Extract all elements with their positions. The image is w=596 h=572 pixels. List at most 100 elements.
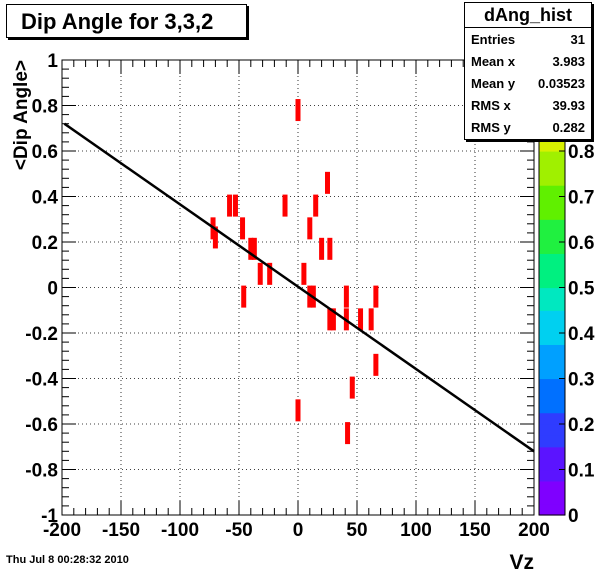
colorbar-segment — [539, 480, 565, 493]
colorbar-segment — [539, 424, 565, 436]
data-point — [232, 194, 238, 217]
data-point — [267, 262, 273, 285]
colorbar-tick-label: 0 — [568, 506, 579, 527]
timestamp: Thu Jul 8 00:28:32 2010 — [6, 554, 129, 566]
chart-title: Dip Angle for 3,3,2 — [21, 9, 214, 34]
stats-value: 0.282 — [552, 120, 585, 135]
y-tick-label: 0.6 — [32, 142, 58, 163]
x-tick-label: 150 — [459, 520, 491, 541]
stats-box: dAng_hist Entries 31 Mean x 3.983 Mean y… — [464, 2, 592, 140]
stats-row-mean-x: Mean x 3.983 — [471, 51, 585, 73]
colorbar-segment — [539, 458, 565, 471]
stats-label: Entries — [471, 32, 516, 47]
data-point — [358, 308, 364, 331]
y-tick-label: -0.8 — [25, 461, 58, 482]
data-point — [257, 262, 263, 285]
y-tick-label: -0.4 — [25, 370, 58, 391]
y-tick-label: -0.2 — [25, 324, 58, 345]
x-tick-label: -150 — [102, 520, 140, 541]
stats-value: 39.93 — [552, 98, 585, 113]
colorbar-tick-label: 0.5 — [568, 279, 595, 300]
stats-value: 31 — [570, 32, 585, 47]
data-point — [319, 237, 325, 260]
colorbar-segment — [539, 435, 565, 448]
stats-label: Mean y — [471, 76, 516, 91]
y-tick-label: 1 — [47, 51, 58, 72]
colorbar-segment — [539, 253, 565, 266]
stats-value: 0.03523 — [538, 76, 585, 91]
data-point — [343, 285, 349, 308]
stats-histogram-name: dAng_hist — [465, 3, 591, 28]
fit-line — [63, 122, 535, 453]
colorbar-segment — [539, 298, 565, 311]
y-tick-label: 0.8 — [32, 97, 58, 118]
data-point — [313, 194, 319, 217]
data-point — [373, 285, 379, 308]
data-point — [327, 237, 333, 260]
colorbar-segment — [539, 310, 565, 323]
colorbar-segment — [539, 207, 565, 220]
data-point — [301, 262, 307, 285]
colorbar-segment — [539, 378, 565, 391]
colorbar-tick-label: 0.2 — [568, 415, 594, 436]
y-tick-label: 0 — [47, 279, 58, 300]
colorbar-segment — [539, 412, 565, 425]
colorbar-segment — [539, 367, 565, 380]
stats-label: RMS y — [471, 120, 511, 135]
y-axis-label: <Dip Angle> — [11, 60, 32, 170]
colorbar-segment — [539, 344, 565, 357]
data-point — [368, 308, 374, 331]
data-point — [307, 217, 313, 240]
colorbar-tick-label: 0.8 — [568, 142, 594, 163]
x-tick-label: -200 — [43, 520, 81, 541]
data-point — [251, 237, 257, 260]
x-tick-label: 0 — [293, 520, 304, 541]
colorbar-segment — [539, 446, 565, 459]
colorbar-segment — [539, 173, 565, 186]
stats-value: 3.983 — [552, 54, 585, 69]
colorbar-segment — [539, 219, 565, 232]
colorbar-segment — [539, 333, 565, 345]
data-point — [345, 422, 351, 445]
x-tick-label: 200 — [518, 520, 550, 541]
colorbar-segment — [539, 389, 565, 402]
colorbar-segment — [539, 230, 565, 243]
data-point — [248, 237, 254, 260]
colorbar-tick-label: 0.1 — [568, 461, 595, 482]
colorbar-segment — [539, 139, 565, 152]
data-point — [295, 99, 301, 122]
colorbar-segment — [539, 151, 565, 163]
colorbar-segment — [539, 242, 565, 254]
stats-label: Mean x — [471, 54, 516, 69]
data-point — [330, 308, 336, 331]
data-point — [212, 226, 218, 249]
y-tick-label: 0.4 — [32, 188, 59, 209]
colorbar-segment — [539, 185, 565, 198]
y-tick-label: -1 — [41, 506, 58, 527]
stats-label: RMS x — [471, 98, 511, 113]
data-point — [240, 217, 246, 240]
colorbar-segment — [539, 196, 565, 209]
x-tick-label: -50 — [225, 520, 252, 541]
data-point — [282, 194, 288, 217]
y-tick-label: -0.6 — [25, 415, 58, 436]
colorbar-segment — [539, 469, 565, 482]
data-point — [295, 399, 301, 422]
stats-row-entries: Entries 31 — [471, 29, 585, 51]
data-point — [307, 285, 313, 308]
stats-row-rms-y: RMS y 0.282 — [471, 117, 585, 139]
colorbar-segment — [539, 287, 565, 300]
colorbar-tick-label: 0.4 — [568, 324, 595, 345]
colorbar-segment — [539, 492, 565, 505]
colorbar-segment — [539, 401, 565, 414]
colorbar-segment — [539, 162, 565, 175]
colorbar-segment — [539, 321, 565, 334]
x-tick-label: -100 — [161, 520, 199, 541]
x-axis-label: Vz — [509, 551, 534, 572]
colorbar-segment — [539, 276, 565, 289]
colorbar-segment — [539, 355, 565, 368]
x-tick-label: 100 — [400, 520, 432, 541]
y-tick-label: 0.2 — [32, 233, 58, 254]
colorbar-tick-label: 0.7 — [568, 188, 594, 209]
colorbar-tick-label: 0.6 — [568, 233, 594, 254]
